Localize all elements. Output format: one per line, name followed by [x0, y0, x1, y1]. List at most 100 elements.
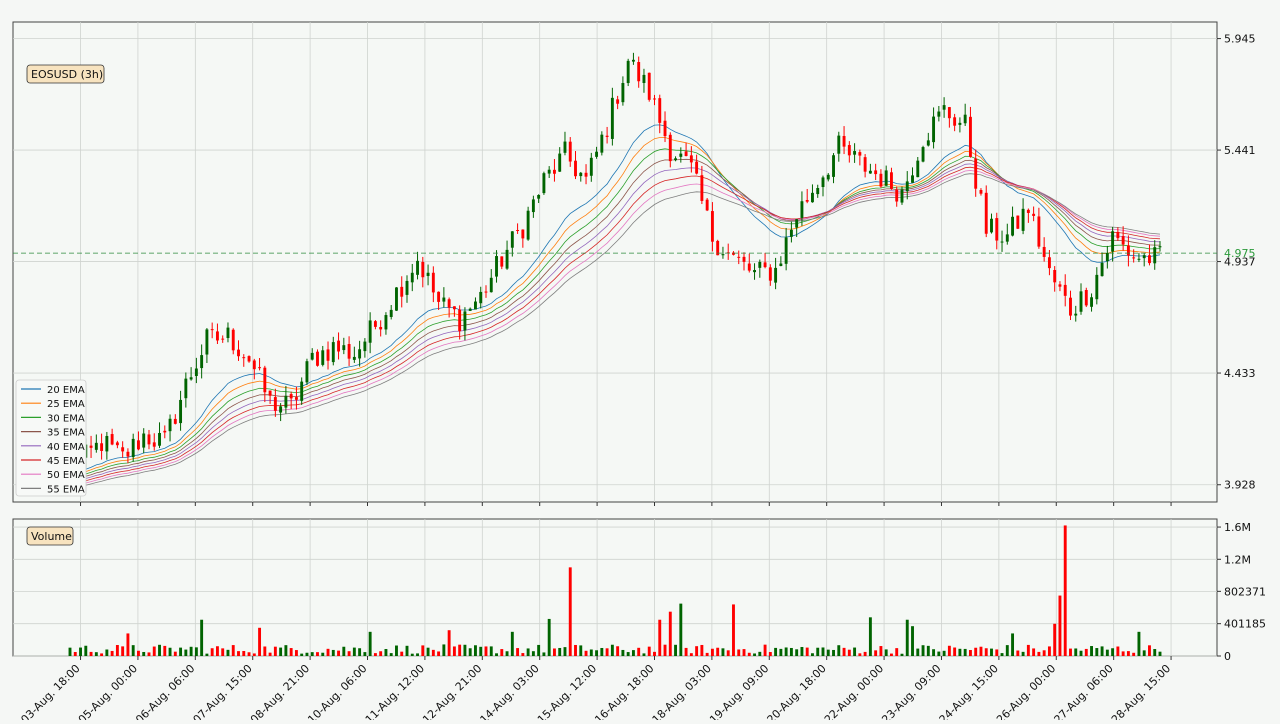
volume-bar — [194, 647, 198, 656]
ema-line-55 — [69, 173, 1161, 489]
candle-body — [300, 381, 304, 401]
candle-body — [811, 192, 814, 203]
volume-bar — [479, 646, 483, 656]
candle-body — [252, 360, 256, 370]
candle-body — [1058, 284, 1062, 287]
candle-body — [895, 189, 899, 202]
candle-body — [1074, 313, 1078, 316]
volume-bar — [1021, 651, 1025, 656]
candle-body — [552, 169, 556, 174]
candle-body — [158, 432, 161, 446]
price-yticks: 3.928 4.433 4.937 5.441 5.945 — [1217, 33, 1256, 492]
volume-bar — [431, 649, 435, 656]
volume-bar — [768, 652, 772, 656]
volume-bar — [126, 633, 130, 656]
candle-body — [584, 172, 588, 177]
volume-bar — [1026, 644, 1030, 656]
ema-line-20 — [70, 124, 1161, 474]
volume-bar — [510, 631, 514, 656]
candle-body — [89, 445, 93, 448]
volume-title-box: Volume — [26, 526, 74, 546]
volume-bar — [584, 650, 588, 656]
candle-body — [484, 291, 488, 293]
candle-body — [289, 394, 293, 399]
volume-bar — [1053, 623, 1057, 656]
candle-body — [237, 349, 240, 357]
volume-bar — [674, 644, 678, 656]
x-tick-label: 26-Aug. 00:00 — [994, 662, 1058, 720]
volume-bar — [1100, 646, 1104, 656]
candle-body — [368, 320, 372, 343]
volume-bar — [221, 648, 225, 656]
volume-bar — [1000, 653, 1004, 656]
volume-bar — [389, 653, 393, 656]
volume-bar — [942, 650, 946, 656]
volume-bar — [589, 649, 593, 656]
volume-bar — [215, 646, 219, 656]
candle-body — [468, 308, 472, 311]
volume-bar — [226, 649, 230, 656]
candle-body — [779, 263, 783, 267]
candle-body — [105, 435, 109, 452]
volume-bar — [331, 649, 335, 656]
candle-body — [926, 140, 930, 146]
volume-bar — [137, 650, 140, 656]
volume-bar — [832, 649, 835, 656]
candle-body — [1047, 257, 1051, 269]
price-title: EOSUSD (3h) — [31, 68, 103, 81]
volume-bar — [795, 649, 799, 656]
candle-body — [784, 237, 788, 264]
candle-body — [826, 174, 830, 180]
candle-body — [905, 181, 909, 192]
candle-body — [616, 99, 620, 104]
legend-label: 55 EMA — [47, 484, 85, 495]
volume-bar — [252, 653, 256, 656]
volume-bar — [416, 653, 419, 656]
candle-body — [115, 442, 119, 446]
volume-bar — [1079, 650, 1083, 656]
volume-bar — [231, 645, 235, 656]
volume-bar — [695, 646, 699, 656]
volume-bar — [995, 649, 999, 656]
price-emas — [69, 124, 1161, 489]
price-title-box: EOSUSD (3h) — [26, 64, 105, 84]
candle-body — [474, 301, 477, 310]
volume-bar — [368, 631, 372, 656]
candle-body — [337, 340, 340, 352]
volume-bar — [753, 653, 756, 656]
x-tick-label: 20-Aug. 18:00 — [765, 662, 829, 720]
volume-bar — [337, 650, 340, 656]
candle-body — [1011, 216, 1015, 236]
volume-bar — [737, 649, 741, 656]
candle-body — [863, 157, 867, 172]
candle-body — [510, 231, 514, 248]
candle-body — [621, 83, 625, 103]
volume-bar — [105, 649, 109, 656]
volume-bar — [516, 648, 520, 656]
volume-bar — [358, 648, 362, 656]
x-tick-label: 16-Aug. 18:00 — [592, 662, 656, 720]
volume-bar — [1116, 646, 1120, 656]
volume-bar — [521, 653, 525, 656]
volume-bar — [184, 649, 188, 656]
volume-bar — [1090, 646, 1093, 656]
x-tick-label: 05-Aug. 00:00 — [76, 662, 140, 720]
volume-bar — [879, 646, 883, 656]
candle-body — [221, 338, 225, 340]
volume-bar — [626, 652, 630, 656]
volume-title-frame — [26, 526, 74, 546]
volume-bar — [1069, 648, 1072, 656]
volume-bar — [905, 619, 909, 656]
candle-body — [1053, 269, 1057, 283]
volume-bar — [531, 651, 535, 656]
volume-bar — [658, 619, 662, 656]
ema-line-50 — [69, 170, 1161, 487]
volume-bar — [489, 646, 493, 656]
volume-title: Volume — [31, 530, 72, 543]
volume-bar — [679, 603, 683, 656]
candle-body — [574, 160, 577, 177]
volume-bar — [647, 646, 651, 656]
candle-body — [689, 155, 693, 163]
